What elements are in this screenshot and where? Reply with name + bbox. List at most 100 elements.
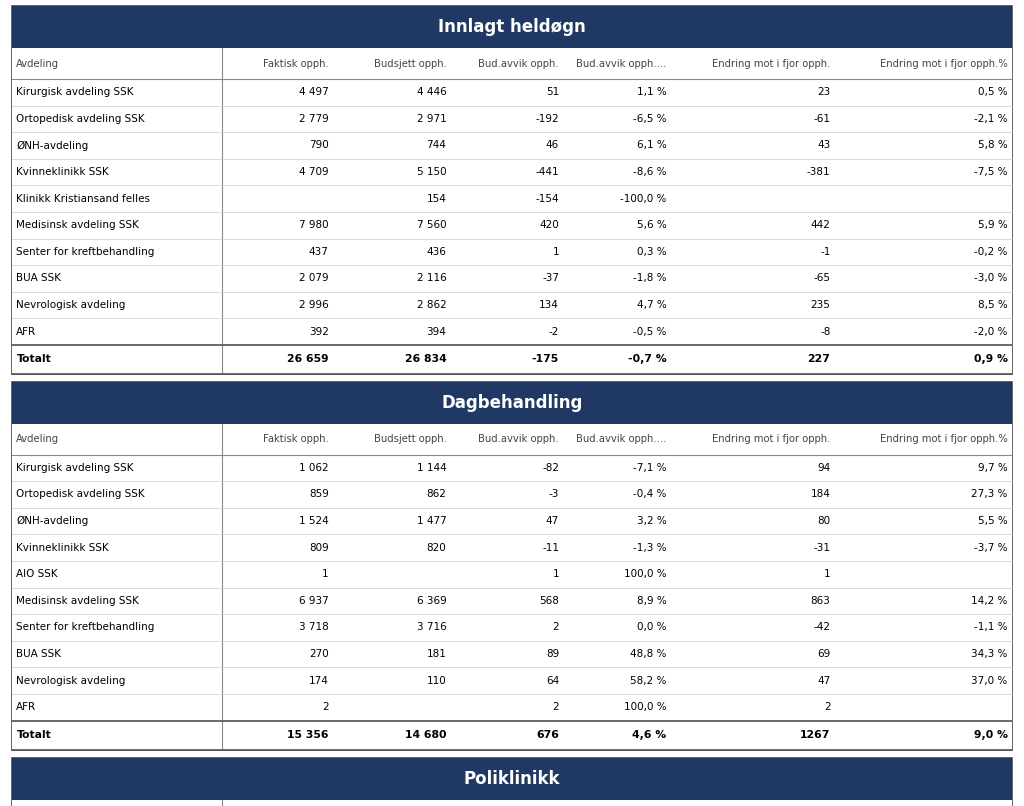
Text: 94: 94 bbox=[817, 463, 830, 473]
Text: -192: -192 bbox=[536, 114, 559, 124]
Bar bbox=[12, 667, 1012, 694]
Text: Endring mot i fjor opph.: Endring mot i fjor opph. bbox=[712, 434, 830, 444]
Text: 48,8 %: 48,8 % bbox=[630, 649, 667, 659]
Text: 862: 862 bbox=[427, 489, 446, 500]
Text: 2 971: 2 971 bbox=[417, 114, 446, 124]
Text: Faktisk opph.: Faktisk opph. bbox=[263, 59, 329, 69]
Text: 7 980: 7 980 bbox=[299, 220, 329, 231]
Text: 820: 820 bbox=[427, 542, 446, 553]
Text: 270: 270 bbox=[309, 649, 329, 659]
Bar bbox=[12, 588, 1012, 614]
Bar bbox=[12, 455, 1012, 481]
Text: -65: -65 bbox=[813, 273, 830, 284]
Text: 809: 809 bbox=[309, 542, 329, 553]
Text: -2,0 %: -2,0 % bbox=[974, 326, 1008, 337]
Text: 2 996: 2 996 bbox=[299, 300, 329, 310]
Text: 9,0 %: 9,0 % bbox=[974, 730, 1008, 740]
Text: 2 079: 2 079 bbox=[299, 273, 329, 284]
Text: 2: 2 bbox=[323, 702, 329, 713]
Text: 0,9 %: 0,9 % bbox=[974, 355, 1008, 364]
Text: 154: 154 bbox=[427, 193, 446, 204]
Text: 2: 2 bbox=[553, 622, 559, 633]
Text: 0,5 %: 0,5 % bbox=[978, 87, 1008, 98]
Text: -0,4 %: -0,4 % bbox=[633, 489, 667, 500]
Text: 2 779: 2 779 bbox=[299, 114, 329, 124]
Text: -100,0 %: -100,0 % bbox=[621, 193, 667, 204]
Text: Totalt: Totalt bbox=[16, 730, 51, 740]
Text: 9,7 %: 9,7 % bbox=[978, 463, 1008, 473]
Text: Bud.avvik opph....: Bud.avvik opph.... bbox=[577, 59, 667, 69]
Text: 8,5 %: 8,5 % bbox=[978, 300, 1008, 310]
Text: 394: 394 bbox=[427, 326, 446, 337]
Text: Avdeling: Avdeling bbox=[16, 59, 59, 69]
Text: 181: 181 bbox=[427, 649, 446, 659]
Text: 2 862: 2 862 bbox=[417, 300, 446, 310]
Text: 1: 1 bbox=[553, 569, 559, 580]
Text: Nevrologisk avdeling: Nevrologisk avdeling bbox=[16, 300, 126, 310]
Bar bbox=[12, 641, 1012, 667]
Bar bbox=[12, 292, 1012, 318]
Text: Avdeling: Avdeling bbox=[16, 434, 59, 444]
Text: -1,8 %: -1,8 % bbox=[633, 273, 667, 284]
Text: -7,1 %: -7,1 % bbox=[633, 463, 667, 473]
Text: -31: -31 bbox=[813, 542, 830, 553]
Text: -6,5 %: -6,5 % bbox=[633, 114, 667, 124]
Text: 227: 227 bbox=[808, 355, 830, 364]
Text: 69: 69 bbox=[817, 649, 830, 659]
Text: -1: -1 bbox=[820, 247, 830, 257]
Text: 100,0 %: 100,0 % bbox=[624, 702, 667, 713]
Text: -1,3 %: -1,3 % bbox=[633, 542, 667, 553]
Text: 47: 47 bbox=[546, 516, 559, 526]
Text: 110: 110 bbox=[427, 675, 446, 686]
Text: 5,9 %: 5,9 % bbox=[978, 220, 1008, 231]
Text: -154: -154 bbox=[536, 193, 559, 204]
Text: -1,1 %: -1,1 % bbox=[974, 622, 1008, 633]
Bar bbox=[12, 106, 1012, 132]
Text: 43: 43 bbox=[817, 140, 830, 151]
Bar bbox=[12, 721, 1012, 750]
Bar bbox=[12, 159, 1012, 185]
Text: -11: -11 bbox=[542, 542, 559, 553]
Text: 174: 174 bbox=[309, 675, 329, 686]
Text: 1: 1 bbox=[323, 569, 329, 580]
Text: Bud.avvik opph.: Bud.avvik opph. bbox=[478, 59, 559, 69]
Text: 8,9 %: 8,9 % bbox=[637, 596, 667, 606]
Text: 1 144: 1 144 bbox=[417, 463, 446, 473]
Text: 744: 744 bbox=[427, 140, 446, 151]
Text: 4,7 %: 4,7 % bbox=[637, 300, 667, 310]
Text: 64: 64 bbox=[546, 675, 559, 686]
Text: 34,3 %: 34,3 % bbox=[971, 649, 1008, 659]
Text: 26 834: 26 834 bbox=[404, 355, 446, 364]
Text: BUA SSK: BUA SSK bbox=[16, 649, 61, 659]
Text: 790: 790 bbox=[309, 140, 329, 151]
Text: Budsjett opph.: Budsjett opph. bbox=[374, 434, 446, 444]
Text: Ortopedisk avdeling SSK: Ortopedisk avdeling SSK bbox=[16, 489, 145, 500]
Text: ØNH-avdeling: ØNH-avdeling bbox=[16, 140, 89, 151]
Text: 1,1 %: 1,1 % bbox=[637, 87, 667, 98]
Text: AFR: AFR bbox=[16, 702, 37, 713]
Text: 0,3 %: 0,3 % bbox=[637, 247, 667, 257]
Text: 5,6 %: 5,6 % bbox=[637, 220, 667, 231]
Text: 1267: 1267 bbox=[800, 730, 830, 740]
Bar bbox=[12, 382, 1012, 750]
Text: 134: 134 bbox=[540, 300, 559, 310]
Bar bbox=[12, 6, 1012, 48]
Text: 3 716: 3 716 bbox=[417, 622, 446, 633]
Text: Kvinneklinikk SSK: Kvinneklinikk SSK bbox=[16, 542, 110, 553]
Text: -3,7 %: -3,7 % bbox=[974, 542, 1008, 553]
Text: -8: -8 bbox=[820, 326, 830, 337]
Text: 676: 676 bbox=[537, 730, 559, 740]
Bar bbox=[12, 694, 1012, 721]
Text: -381: -381 bbox=[807, 167, 830, 177]
Text: 80: 80 bbox=[817, 516, 830, 526]
Text: Medisinsk avdeling SSK: Medisinsk avdeling SSK bbox=[16, 596, 139, 606]
Text: -441: -441 bbox=[536, 167, 559, 177]
Bar bbox=[12, 614, 1012, 641]
Text: 14,2 %: 14,2 % bbox=[971, 596, 1008, 606]
Text: 6 369: 6 369 bbox=[417, 596, 446, 606]
Text: 51: 51 bbox=[546, 87, 559, 98]
Bar bbox=[12, 534, 1012, 561]
Text: Kirurgisk avdeling SSK: Kirurgisk avdeling SSK bbox=[16, 87, 134, 98]
Text: AIO SSK: AIO SSK bbox=[16, 569, 58, 580]
Text: Innlagt heldøgn: Innlagt heldøgn bbox=[438, 19, 586, 36]
